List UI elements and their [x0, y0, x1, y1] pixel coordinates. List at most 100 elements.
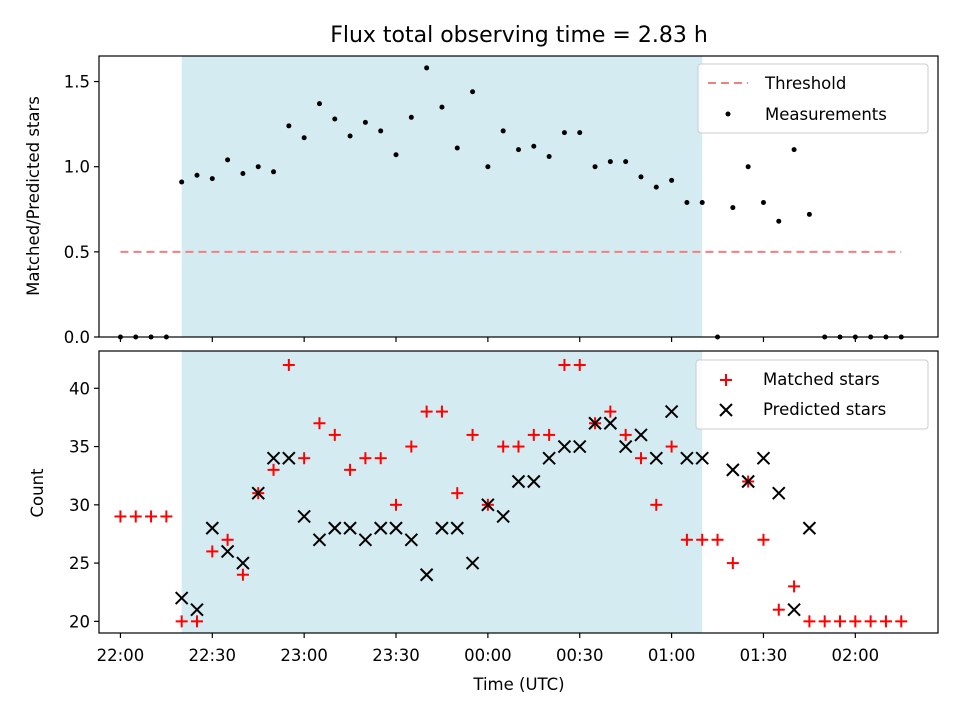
- matched-star-point: [175, 615, 188, 628]
- top-legend: Threshold Measurements: [697, 63, 929, 134]
- x-tick-label: 23:30: [372, 646, 420, 665]
- measurement-point: [684, 199, 690, 205]
- predicted-star-point: [802, 521, 817, 535]
- matched-star-point: [726, 557, 739, 570]
- matched-star-point: [114, 510, 127, 523]
- y-tick-label: 30: [69, 496, 90, 515]
- legend-predicted-label: Predicted stars: [763, 400, 886, 419]
- matched-star-point: [236, 568, 249, 581]
- bottom-axes-frame: [98, 350, 939, 634]
- predicted-star-point: [557, 439, 572, 454]
- matched-star-point: [298, 452, 311, 465]
- measurement-point: [362, 119, 368, 125]
- measurement-point: [531, 143, 537, 149]
- matched-star-point: [849, 615, 862, 628]
- predicted-star-point: [450, 521, 464, 535]
- measurement-point: [516, 147, 521, 153]
- matched-star-point: [696, 533, 709, 546]
- chart-title: Flux total observing time = 2.83 h: [330, 23, 708, 48]
- measurement-point: [730, 205, 736, 211]
- matched-star-point: [359, 452, 372, 465]
- measurement-point: [577, 130, 583, 136]
- predicted-star-point: [542, 451, 556, 465]
- predicted-star-point: [419, 568, 434, 582]
- measurement-point: [408, 114, 414, 120]
- measurement-point: [286, 123, 292, 129]
- measurement-point: [347, 133, 353, 139]
- matched-star-point: [435, 405, 448, 418]
- matched-star-point: [834, 615, 847, 628]
- predicted-star-point: [511, 474, 526, 489]
- predicted-star-point: [358, 533, 373, 547]
- legend-threshold-label: Threshold: [764, 74, 846, 93]
- matched-star-point: [604, 405, 617, 418]
- predicted-star-point: [527, 474, 541, 489]
- measurement-point: [806, 211, 812, 217]
- top-x-ticks: [119, 337, 856, 342]
- legend-predicted-swatch: [719, 403, 733, 417]
- bottom-y-ticks: 20 25 30 35 40: [69, 379, 99, 631]
- predicted-star-point: [251, 486, 265, 500]
- matched-star-point: [757, 533, 770, 546]
- legend-measurements-label: Measurements: [765, 105, 887, 124]
- predicted-star-point: [649, 451, 663, 465]
- matched-star-point: [420, 405, 433, 418]
- matched-star-point: [206, 545, 219, 558]
- matched-star-point: [895, 615, 908, 628]
- y-tick-label: 1.0: [64, 158, 90, 177]
- matched-star-point: [619, 428, 632, 441]
- matched-star-point: [665, 440, 678, 453]
- matched-star-point: [405, 440, 418, 453]
- matched-star-point: [680, 533, 693, 546]
- bottom-panel: 20 25 30 35 40 22:00 22:30 23:00 23:30 00:00 00:3…: [28, 350, 939, 694]
- predicted-star-point: [236, 556, 250, 570]
- predicted-star-point: [756, 451, 771, 465]
- measurement-point: [592, 164, 598, 170]
- matched-star-point: [497, 440, 510, 453]
- top-legend-box: [697, 63, 929, 134]
- matched-star-point: [788, 580, 801, 593]
- matched-star-point: [558, 358, 571, 371]
- predicted-star-point: [174, 591, 189, 605]
- x-tick-label: 22:30: [189, 646, 237, 665]
- matched-star-point: [267, 463, 280, 476]
- predicted-star-point: [328, 521, 342, 535]
- matched-star-point: [879, 615, 892, 628]
- measurement-point: [393, 152, 399, 158]
- measurement-point: [454, 145, 460, 151]
- matched-star-point: [344, 463, 357, 476]
- matched-star-point: [864, 615, 877, 628]
- predicted-star-point: [603, 416, 618, 430]
- predicted-star-point: [634, 428, 648, 442]
- measurement-point: [209, 176, 215, 182]
- matched-star-point: [390, 498, 403, 511]
- legend-matched-swatch: [720, 374, 732, 386]
- x-tick-label: 01:30: [740, 646, 788, 665]
- matched-star-point: [543, 428, 556, 441]
- bottom-legend: Matched stars Predicted stars: [695, 359, 929, 430]
- bottom-legend-box: [695, 359, 929, 430]
- measurement-point: [791, 147, 797, 153]
- matched-star-point: [160, 510, 173, 523]
- matched-star-point: [772, 603, 785, 616]
- measurement-point: [607, 159, 613, 165]
- matched-star-point: [803, 615, 816, 628]
- predicted-star-point: [389, 521, 403, 535]
- measurement-point: [500, 128, 506, 134]
- measurement-point: [271, 169, 277, 175]
- measurement-point: [638, 174, 644, 180]
- matched-star-point: [145, 510, 158, 523]
- predicted-stars-points: [174, 404, 817, 617]
- y-tick-label: 25: [69, 554, 90, 573]
- predicted-star-point: [588, 416, 602, 430]
- x-axis-label: Time (UTC): [472, 675, 564, 694]
- top-axes-frame: [98, 55, 939, 338]
- matched-star-point: [512, 440, 525, 453]
- measurement-points: [117, 65, 904, 340]
- x-tick-label: 23:00: [280, 646, 328, 665]
- predicted-star-point: [680, 451, 694, 465]
- matched-stars-points: [114, 358, 908, 628]
- matched-star-point: [313, 417, 326, 430]
- y-tick-label: 35: [69, 438, 90, 457]
